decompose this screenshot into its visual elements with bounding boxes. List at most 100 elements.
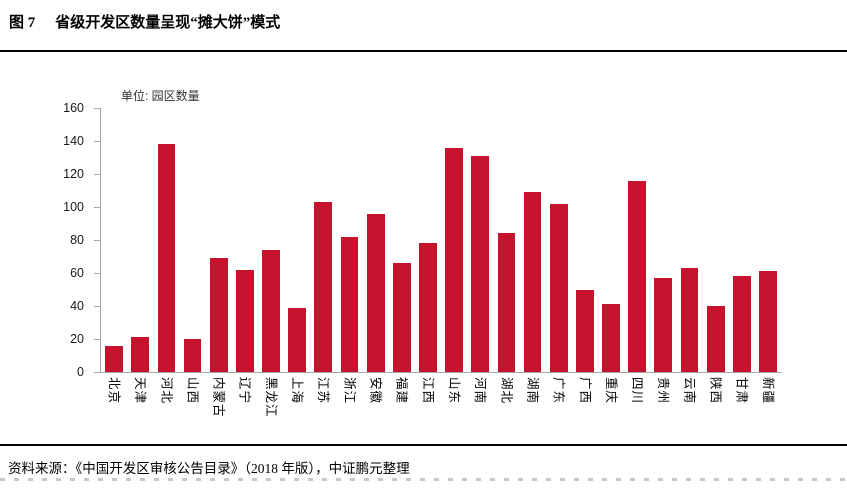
bar-slot: [258, 108, 284, 372]
bars-row: [101, 108, 781, 372]
bar-slot: [729, 108, 755, 372]
bar-广西: [576, 289, 594, 372]
chart-plot-area: [100, 108, 781, 373]
bar-辽宁: [235, 269, 254, 372]
bar-广东: [549, 203, 568, 372]
bar-slot: [206, 108, 232, 372]
bar-slot: [101, 108, 127, 372]
y-tick-label: 60: [70, 266, 84, 280]
bar-上海: [288, 307, 307, 372]
x-tick-label: 山西: [185, 377, 200, 405]
x-tick-label: 甘肃: [734, 377, 749, 405]
bar-slot: [703, 108, 729, 372]
bar-内蒙古: [209, 258, 228, 372]
x-label-cell: 上海: [283, 377, 309, 441]
y-tick-label: 140: [63, 134, 84, 148]
bar-slot: [467, 108, 493, 372]
y-tick-label: 40: [70, 299, 84, 313]
y-tick-mark: [94, 372, 100, 373]
bar-黑龙江: [262, 249, 280, 372]
x-label-cell: 浙江: [335, 377, 361, 441]
y-tick-label: 20: [70, 332, 84, 346]
x-label-cell: 四川: [623, 377, 649, 441]
x-tick-label: 内蒙古: [211, 377, 226, 418]
x-tick-label: 湖北: [499, 377, 514, 405]
y-tick-mark: [94, 240, 100, 241]
x-label-cell: 云南: [675, 377, 701, 441]
x-label-cell: 山西: [178, 377, 204, 441]
bar-湖北: [497, 233, 516, 372]
x-label-cell: 福建: [388, 377, 414, 441]
bar-slot: [650, 108, 676, 372]
x-label-cell: 内蒙古: [205, 377, 231, 441]
bar-slot: [755, 108, 781, 372]
x-tick-label: 四川: [630, 377, 645, 405]
x-tick-label: 河南: [473, 377, 488, 405]
source-note: 资料来源：《中国开发区审核公告目录》（2018 年版），中证鹏元整理: [8, 461, 410, 476]
bar-浙江: [340, 236, 359, 372]
x-label-cell: 广西: [571, 377, 597, 441]
x-label-cell: 陕西: [702, 377, 728, 441]
y-tick-mark: [94, 141, 100, 142]
bar-福建: [392, 263, 411, 372]
x-label-cell: 河南: [466, 377, 492, 441]
bar-河南: [471, 155, 490, 372]
bar-slot: [493, 108, 519, 372]
bar-重庆: [602, 304, 620, 372]
footer-divider-rule: [0, 444, 847, 446]
x-label-cell: 安徽: [362, 377, 388, 441]
x-tick-label: 天津: [133, 377, 148, 405]
bar-slot: [336, 108, 362, 372]
bar-贵州: [654, 277, 673, 372]
bar-河北: [157, 144, 176, 372]
bar-slot: [572, 108, 598, 372]
x-tick-label: 新疆: [760, 377, 775, 405]
x-label-cell: 江西: [414, 377, 440, 441]
y-tick-mark: [94, 273, 100, 274]
x-tick-label: 重庆: [603, 377, 618, 405]
x-label-cell: 湖北: [492, 377, 518, 441]
bar-山东: [445, 147, 463, 372]
x-tick-label: 上海: [290, 377, 305, 405]
bar-slot: [624, 108, 650, 372]
x-tick-label: 湖南: [525, 377, 540, 405]
bar-江苏: [314, 202, 333, 372]
y-tick-label: 100: [63, 200, 84, 214]
x-tick-label: 贵州: [656, 377, 671, 405]
figure-number-label: 图 7: [9, 15, 36, 31]
x-tick-label: 广西: [577, 377, 592, 405]
title-divider-rule: [0, 50, 847, 52]
bar-slot: [415, 108, 441, 372]
x-tick-label: 北京: [106, 377, 121, 405]
x-tick-label: 河北: [159, 377, 174, 405]
y-tick-mark: [94, 306, 100, 307]
bar-slot: [179, 108, 205, 372]
bar-slot: [676, 108, 702, 372]
x-label-cell: 黑龙江: [257, 377, 283, 441]
x-tick-label: 江西: [420, 377, 435, 405]
y-tick-label: 120: [63, 167, 84, 181]
bar-slot: [598, 108, 624, 372]
bar-安徽: [366, 213, 385, 372]
x-label-cell: 山东: [440, 377, 466, 441]
y-tick-mark: [94, 108, 100, 109]
bar-江西: [419, 243, 437, 372]
x-tick-label: 浙江: [342, 377, 357, 405]
y-tick-label: 160: [63, 101, 84, 115]
x-tick-label: 云南: [682, 377, 697, 405]
y-tick-mark: [94, 339, 100, 340]
x-label-cell: 新疆: [754, 377, 780, 441]
bar-湖南: [523, 192, 542, 372]
bar-slot: [153, 108, 179, 372]
bar-北京: [105, 345, 123, 372]
bar-新疆: [759, 271, 777, 372]
x-label-cell: 重庆: [597, 377, 623, 441]
bar-云南: [680, 268, 699, 372]
x-label-cell: 贵州: [649, 377, 675, 441]
x-label-cell: 北京: [100, 377, 126, 441]
bar-slot: [232, 108, 258, 372]
unit-label: 单位: 园区数量: [121, 89, 200, 103]
bar-slot: [389, 108, 415, 372]
x-tick-label: 广东: [551, 377, 566, 405]
